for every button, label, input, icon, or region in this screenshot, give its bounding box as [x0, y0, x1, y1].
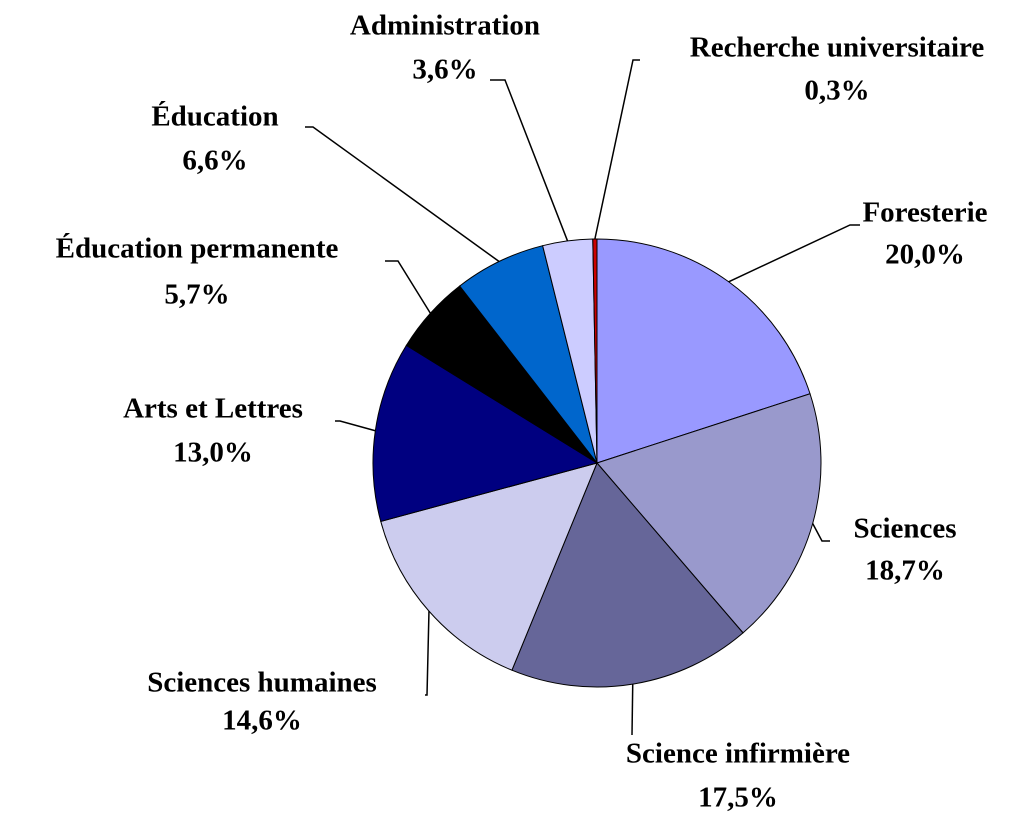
leader-line: [425, 611, 430, 696]
slice-label: Recherche universitaire: [690, 32, 985, 64]
slice-value-label: 0,3%: [804, 75, 869, 107]
slice-label: Sciences: [853, 513, 956, 545]
leader-line: [812, 523, 830, 542]
slice-label: Éducation permanente: [56, 232, 339, 265]
slice-value-label: 6,6%: [182, 145, 247, 177]
slice-value-label: 17,5%: [698, 782, 778, 814]
slice-label: Science infirmière: [626, 738, 850, 770]
slice-value-label: 20,0%: [885, 239, 965, 271]
slice-label: Arts et Lettres: [123, 393, 303, 425]
slice-value-label: 14,6%: [222, 705, 302, 737]
leader-line: [594, 59, 640, 240]
pie-slice: [592, 238, 598, 464]
leader-line: [335, 420, 376, 432]
leader-line: [631, 684, 634, 736]
leader-line: [490, 79, 569, 242]
pie-slice: [380, 462, 598, 671]
leader-line: [385, 260, 432, 314]
slice-label: Foresterie: [862, 197, 987, 229]
slice-value-label: 3,6%: [412, 54, 477, 86]
leader-line: [305, 126, 500, 263]
slice-label: Éducation: [151, 100, 278, 133]
pie-slice: [596, 238, 811, 464]
slice-value-label: 5,7%: [164, 279, 229, 311]
slice-label: Sciences humaines: [147, 667, 377, 699]
slice-label: Administration: [350, 10, 540, 42]
slice-value-label: 13,0%: [173, 437, 253, 469]
pie-slice: [372, 344, 599, 523]
leader-line: [728, 224, 860, 283]
slice-value-label: 18,7%: [865, 555, 945, 587]
